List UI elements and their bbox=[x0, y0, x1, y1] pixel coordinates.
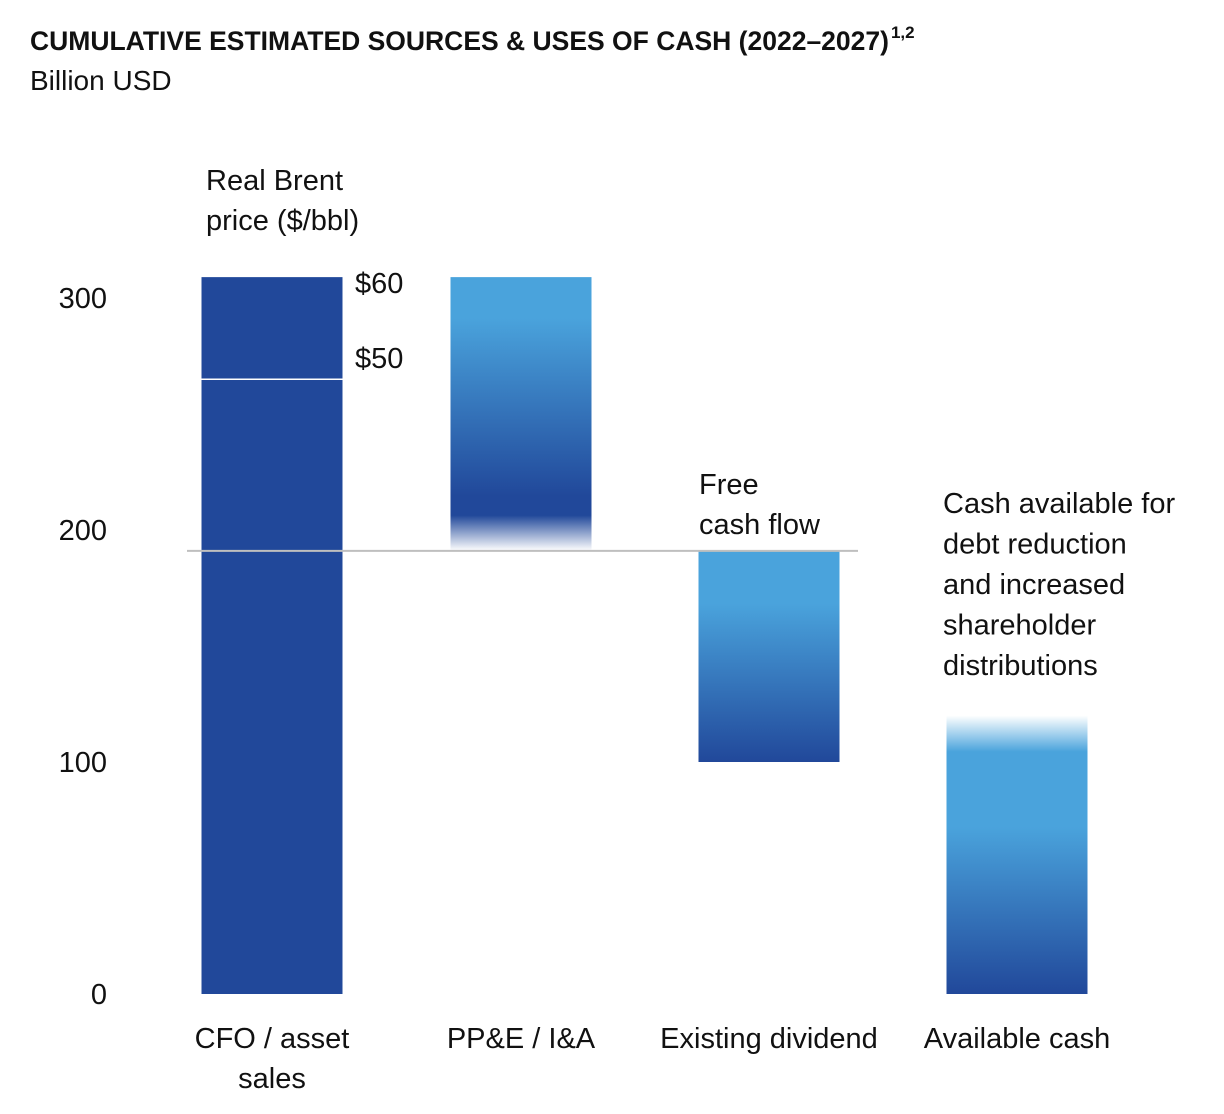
annotation: shareholder bbox=[943, 610, 1096, 642]
x-tick-label: Existing dividend bbox=[660, 1023, 878, 1055]
annotation: distributions bbox=[943, 650, 1098, 682]
title-superscript: 1,2 bbox=[891, 23, 915, 42]
bar bbox=[201, 277, 343, 994]
annotation: Cash available for bbox=[943, 488, 1175, 520]
x-tick-label: PP&E / I&A bbox=[447, 1023, 596, 1055]
y-tick-label: 300 bbox=[59, 283, 107, 315]
x-tick-label: CFO / asset bbox=[195, 1023, 350, 1055]
y-tick-label: 0 bbox=[91, 979, 107, 1011]
annotation: and increased bbox=[943, 569, 1125, 601]
annotation: Free bbox=[699, 469, 759, 501]
brent-label: $50 bbox=[355, 343, 403, 375]
brent-label: $60 bbox=[355, 268, 403, 300]
y-tick-label: 100 bbox=[59, 747, 107, 779]
bar bbox=[698, 550, 840, 762]
bar bbox=[946, 715, 1088, 994]
annotation: debt reduction bbox=[943, 529, 1127, 561]
chart-subtitle: Billion USD bbox=[30, 65, 172, 96]
chart-title: CUMULATIVE ESTIMATED SOURCES & USES OF C… bbox=[30, 26, 889, 56]
x-tick-label: sales bbox=[238, 1063, 306, 1095]
bar bbox=[450, 277, 592, 551]
annotation: Real Brent bbox=[206, 165, 343, 197]
y-tick-label: 200 bbox=[59, 515, 107, 547]
x-tick-label: Available cash bbox=[924, 1023, 1110, 1055]
annotation: cash flow bbox=[699, 509, 821, 541]
annotation: price ($/bbl) bbox=[206, 205, 359, 237]
